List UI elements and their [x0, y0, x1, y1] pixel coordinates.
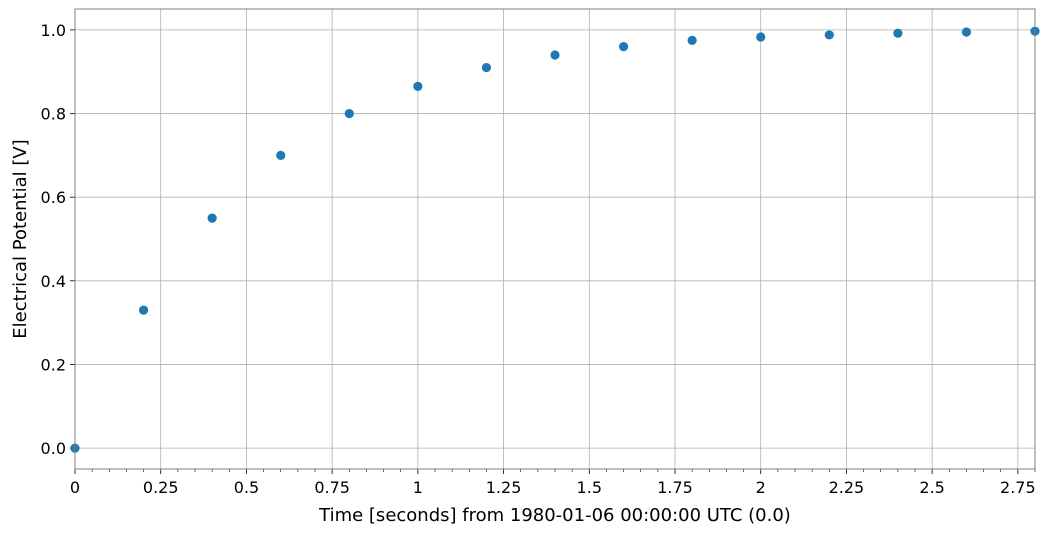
x-tick-label: 0.5 — [234, 478, 259, 497]
data-point — [481, 62, 492, 73]
data-point — [687, 35, 697, 45]
data-point — [276, 150, 286, 160]
x-tick-label: 2.25 — [829, 478, 865, 497]
x-tick-label: 0 — [70, 478, 80, 497]
y-tick-label: 0.0 — [41, 439, 66, 458]
x-axis-label: Time [seconds] from 1980-01-06 00:00:00 … — [318, 505, 791, 526]
y-axis-label: Electrical Potential [V] — [10, 139, 31, 338]
grid-lines — [74, 9, 1035, 469]
x-tick-label: 1 — [413, 478, 423, 497]
x-tick-label: 1.5 — [577, 478, 602, 497]
data-point — [138, 305, 149, 315]
axis-ticks: 0 0.25 0.5 0.75 1 1.25 1.5 1.75 2 2.25 2.5 2.75 0.0 0… — [41, 21, 1036, 497]
data-point — [207, 213, 217, 223]
plot-area-frame — [74, 8, 1036, 470]
x-tick-label: 1.25 — [486, 478, 522, 497]
x-tick-label: 2.5 — [919, 478, 944, 497]
data-point — [824, 30, 834, 40]
x-tick-label: 2.75 — [1000, 478, 1036, 497]
y-tick-label: 0.6 — [41, 188, 66, 207]
y-tick-label: 0.8 — [41, 105, 66, 124]
y-tick-label: 0.4 — [41, 272, 66, 291]
y-tick-label: 1.0 — [41, 21, 66, 40]
scatter-points — [70, 26, 1040, 453]
data-point — [961, 27, 972, 37]
data-point — [618, 42, 629, 52]
data-point — [893, 28, 903, 38]
data-point — [413, 81, 423, 91]
x-tick-label: 2 — [756, 478, 766, 497]
y-tick-label: 0.2 — [41, 355, 66, 374]
data-point — [550, 50, 560, 60]
x-tick-label: 0.25 — [143, 478, 179, 497]
data-point — [344, 108, 354, 119]
x-tick-label: 1.75 — [657, 478, 693, 497]
x-tick-label: 0.75 — [314, 478, 350, 497]
data-point — [756, 32, 766, 42]
